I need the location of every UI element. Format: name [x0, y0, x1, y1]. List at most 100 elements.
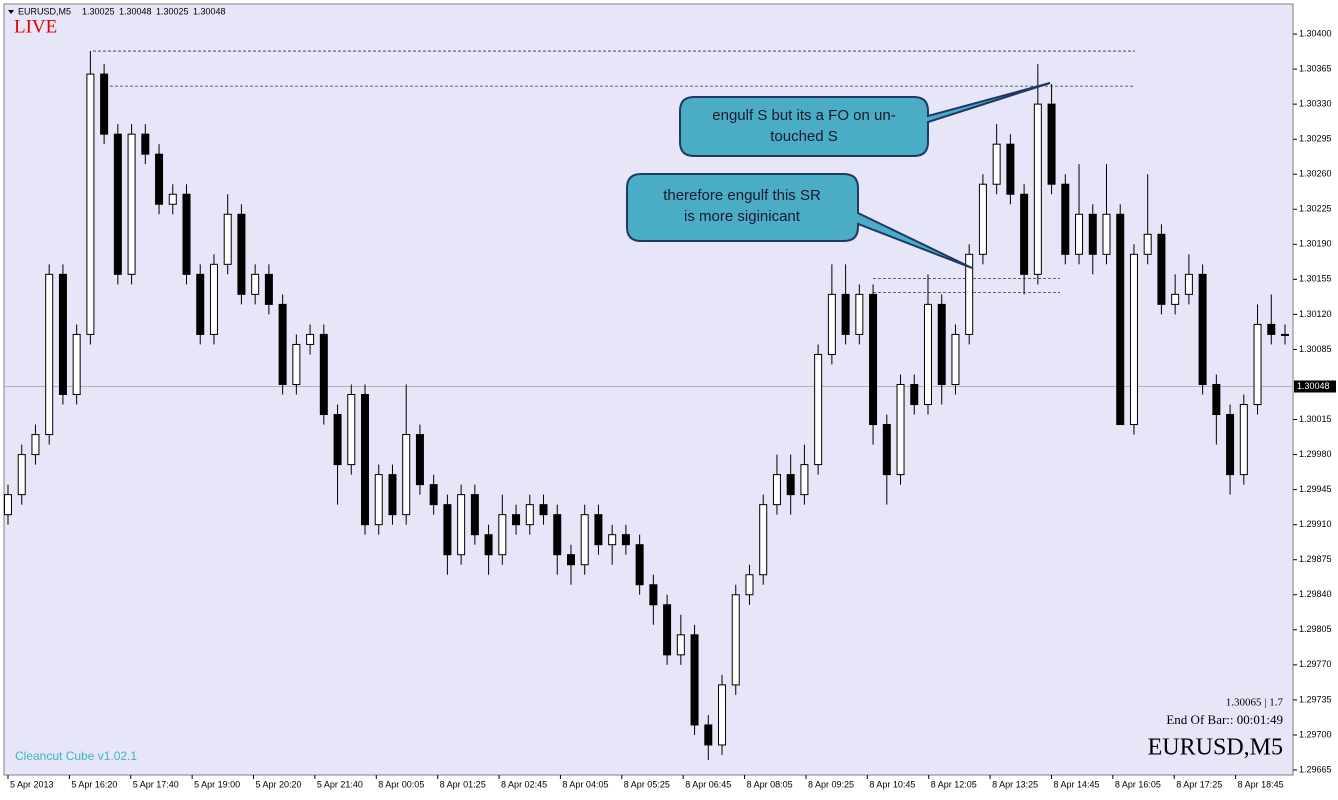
candle-body — [676, 634, 685, 656]
candle-body — [347, 394, 356, 466]
x-tick-label: 8 Apr 17:25 — [1176, 779, 1222, 789]
candle-body — [690, 634, 699, 726]
candle-body — [1184, 273, 1193, 295]
y-tick-label: 1.29770 — [1299, 659, 1332, 669]
candle-body — [251, 273, 260, 295]
y-tick-label: 1.29910 — [1299, 519, 1332, 529]
callout-text: touched S — [770, 128, 838, 145]
candle-body — [635, 544, 644, 586]
candle-body — [786, 474, 795, 496]
candle-body — [1157, 233, 1166, 305]
candle-body — [264, 273, 273, 305]
candle-body — [649, 584, 658, 606]
candle-body — [827, 293, 836, 355]
candle-body — [580, 514, 589, 566]
candle-body — [841, 293, 850, 335]
callout-bubble — [679, 82, 1051, 157]
x-tick-label: 5 Apr 16:20 — [71, 779, 117, 789]
current-price-label: 1.30048 — [1297, 381, 1330, 391]
candle-body — [223, 213, 232, 265]
x-tick-label: 5 Apr 21:40 — [317, 779, 363, 789]
candle-body — [814, 353, 823, 466]
candle-body — [992, 143, 1001, 185]
x-tick-label: 8 Apr 01:25 — [440, 779, 486, 789]
candle-body — [443, 504, 452, 556]
candle-body — [141, 133, 150, 155]
candle-body — [1253, 323, 1262, 406]
candle-body — [1239, 404, 1248, 476]
y-tick-label: 1.30155 — [1299, 274, 1332, 284]
candle-body — [800, 464, 809, 496]
y-tick-label: 1.30365 — [1299, 63, 1332, 73]
candle-body — [4, 494, 12, 516]
candle-body — [237, 213, 246, 295]
candle-body — [1281, 333, 1289, 336]
x-tick-label: 5 Apr 20:20 — [256, 779, 302, 789]
candle-body — [594, 514, 603, 546]
candle-body — [621, 534, 630, 546]
candle-body — [745, 574, 754, 596]
y-tick-label: 1.29840 — [1299, 589, 1332, 599]
candle-body — [374, 474, 383, 526]
symbol-header: EURUSD,M5 — [18, 6, 71, 16]
candle-body — [498, 514, 507, 556]
candle-body — [512, 514, 521, 526]
candle-body — [539, 504, 548, 516]
candle-body — [333, 414, 342, 466]
candle-body — [1226, 414, 1235, 476]
candle-body — [855, 293, 864, 335]
current-price-box — [1294, 380, 1336, 393]
y-tick-label: 1.29945 — [1299, 484, 1332, 494]
candle-body — [429, 484, 438, 506]
header-price: 1.30025 — [156, 6, 189, 16]
candle-body — [896, 383, 905, 476]
callout-text: engulf S but its a FO on un- — [712, 107, 895, 124]
y-tick-label: 1.30085 — [1299, 344, 1332, 354]
candle-body — [1267, 323, 1276, 335]
x-tick-label: 8 Apr 06:45 — [685, 779, 731, 789]
candle-body — [923, 303, 932, 406]
candle-body — [388, 474, 397, 516]
candle-body — [86, 73, 95, 335]
x-tick-label: 8 Apr 14:45 — [1053, 779, 1099, 789]
y-tick-label: 1.30400 — [1299, 28, 1332, 38]
candle-body — [168, 193, 177, 205]
candle-body — [772, 474, 781, 506]
candle-body — [100, 73, 109, 135]
candle-body — [113, 133, 122, 275]
candle-body — [869, 293, 878, 426]
y-tick-label: 1.29980 — [1299, 449, 1332, 459]
candle-body — [910, 383, 919, 406]
candle-body — [553, 514, 562, 556]
y-tick-label: 1.30225 — [1299, 204, 1332, 214]
x-tick-label: 8 Apr 16:05 — [1115, 779, 1161, 789]
x-tick-label: 8 Apr 12:05 — [931, 779, 977, 789]
y-tick-label: 1.30330 — [1299, 99, 1332, 109]
candle-body — [415, 434, 424, 486]
candle-body — [566, 554, 575, 566]
candle-body — [978, 183, 987, 255]
menu-arrow — [8, 10, 14, 14]
candle-body — [1033, 103, 1042, 275]
x-tick-label: 5 Apr 19:00 — [194, 779, 240, 789]
candle-body — [1061, 183, 1070, 255]
candle-body — [306, 333, 315, 345]
candle-body — [759, 504, 768, 576]
x-tick-label: 5 Apr 17:40 — [133, 779, 179, 789]
candle-body — [470, 494, 479, 536]
candle-body — [525, 504, 534, 526]
candle-body — [402, 434, 411, 516]
candle-body — [1102, 213, 1111, 255]
header-price: 1.30025 — [82, 6, 115, 16]
candle-body — [292, 343, 301, 385]
candle-body — [319, 333, 328, 416]
y-tick-label: 1.30295 — [1299, 134, 1332, 144]
candle-body — [1129, 253, 1138, 426]
candle-body — [17, 454, 26, 496]
x-tick-label: 8 Apr 05:25 — [624, 779, 670, 789]
y-tick-label: 1.29700 — [1299, 729, 1332, 739]
y-tick-label: 1.29735 — [1299, 694, 1332, 704]
candle-body — [361, 394, 370, 526]
candle-body — [1020, 193, 1029, 275]
candle-body — [457, 494, 466, 556]
